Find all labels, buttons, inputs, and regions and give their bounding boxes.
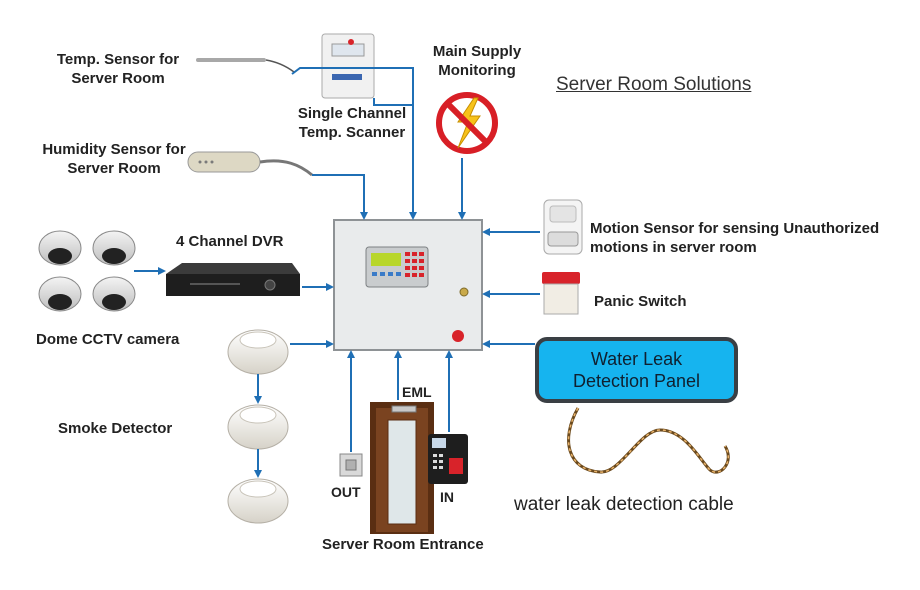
humidity-sensor-probe [187,151,313,177]
water-leak-panel-line1: Water Leak [590,349,683,369]
water-leak-panel-line2: Detection Panel [572,371,701,391]
entrance-label: Server Room Entrance [322,536,484,553]
water-leak-cable [567,407,730,474]
no-power-icon [436,92,498,154]
eml-label: EML [402,384,432,400]
water-leak-panel: Water Leak Detection Panel [535,337,738,403]
dome-camera-icon [38,230,82,266]
smoke-detector-icon [227,329,289,375]
in-label: IN [440,489,454,505]
connection-arrows [134,67,540,478]
dvr-device [166,263,300,296]
dome-camera-icon [92,276,136,312]
dvr-label: 4 Channel DVR [176,233,284,250]
water-leak-cable-label: water leak detection cable [514,494,734,515]
temp-sensor-probe [196,58,295,73]
out-label: OUT [331,484,361,500]
temp-sensor-label: Temp. Sensor for Server Room [56,51,180,87]
single-channel-scanner-device [321,33,375,99]
exit-switch-device [339,453,363,477]
main-supply-label: Main Supply Monitoring [432,43,522,79]
panic-switch-label: Panic Switch [594,293,687,310]
smoke-detector-label: Smoke Detector [58,420,173,437]
dome-camera-icon [92,230,136,266]
server-room-door [370,402,434,534]
access-reader-device [428,434,468,484]
motion-sensor-device [543,199,583,255]
diagram-title: Server Room Solutions [556,74,752,95]
dome-cctv-label: Dome CCTV camera [36,331,180,348]
humidity-sensor-label: Humidity Sensor for Server Room [42,141,186,177]
panic-switch-device [542,272,580,315]
dome-camera-icon [38,276,82,312]
smoke-detector-icon [227,404,289,450]
smoke-detector-icon [227,478,289,524]
motion-sensor-label: Motion Sensor for sensing Unauthorized mo… [590,220,880,256]
central-controller-panel [333,219,483,351]
single-channel-label: Single Channel Temp. Scanner [297,105,407,141]
